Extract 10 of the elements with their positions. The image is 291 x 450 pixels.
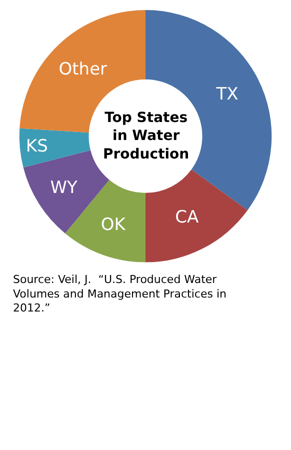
slice-label: TX xyxy=(215,84,239,105)
donut-slice xyxy=(146,170,248,262)
text: Top States in Water Production xyxy=(103,110,190,162)
slice-label: Other xyxy=(58,59,108,80)
slice-label: CA xyxy=(175,208,199,228)
source-note: Source: Veil, J. “U.S. Produced Water Volumes and Management Practices in 2012.” xyxy=(13,273,227,315)
slice-label: WY xyxy=(50,178,78,198)
slice-label: KS xyxy=(26,136,48,156)
slice-label: OK xyxy=(100,214,126,235)
donut-slice xyxy=(19,128,91,168)
